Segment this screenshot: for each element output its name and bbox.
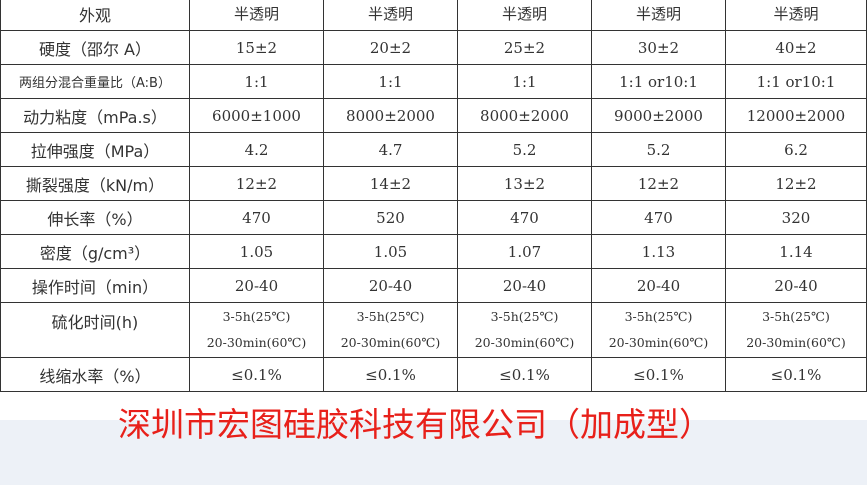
row-label: 密度（g/cm³） <box>0 234 190 269</box>
cure-time-line: 20-30min(60℃) <box>340 335 441 350</box>
row-label: 动力粘度（mPa.s） <box>0 98 190 133</box>
row-label: 操作时间（min） <box>0 268 190 303</box>
table-cell: 半透明 <box>323 0 458 31</box>
row-label: 撕裂强度（kN/m） <box>0 166 190 201</box>
cure-time-line: 3-5h(25℃) <box>624 309 693 324</box>
row-label: 硫化时间(h) <box>0 302 190 358</box>
table-cell: 470 <box>591 200 726 235</box>
row-label: 伸长率（%） <box>0 200 190 235</box>
table-cell: 3-5h(25℃) 20-30min(60℃) <box>323 302 458 358</box>
cure-time-line: 20-30min(60℃) <box>608 335 709 350</box>
table-cell: 3-5h(25℃) 20-30min(60℃) <box>591 302 726 358</box>
table-cell: ≤0.1% <box>323 357 458 392</box>
company-title: 深圳市宏图硅胶科技有限公司（加成型） <box>118 405 712 444</box>
table-row: 密度（g/cm³） 1.05 1.05 1.07 1.13 1.14 <box>0 234 867 269</box>
table-cell: 4.7 <box>323 132 458 167</box>
cure-time-line: 3-5h(25℃) <box>356 309 425 324</box>
cure-time-line: 3-5h(25℃) <box>222 309 291 324</box>
table-row: 线缩水率（%） ≤0.1% ≤0.1% ≤0.1% ≤0.1% ≤0.1% <box>0 357 867 392</box>
row-label: 线缩水率（%） <box>0 357 190 392</box>
spec-table: 外观 半透明 半透明 半透明 半透明 半透明 硬度（邵尔 A） 15±2 20±2 25±2 30±… <box>0 0 867 392</box>
table-cell: 20-40 <box>457 268 592 303</box>
table-cell: 20-40 <box>591 268 726 303</box>
table-cell: 1.05 <box>189 234 324 269</box>
table-cell: 半透明 <box>189 0 324 31</box>
table-row: 动力粘度（mPa.s） 6000±1000 8000±2000 8000±2000 90… <box>0 98 867 133</box>
table-cell: 5.2 <box>591 132 726 167</box>
table-cell: 9000±2000 <box>591 98 726 133</box>
table-cell: 14±2 <box>323 166 458 201</box>
row-label: 拉伸强度（MPa） <box>0 132 190 167</box>
table-cell: 12000±2000 <box>725 98 867 133</box>
table-cell: 13±2 <box>457 166 592 201</box>
table-cell: 1.05 <box>323 234 458 269</box>
table-cell: 半透明 <box>725 0 867 31</box>
table-row: 撕裂强度（kN/m） 12±2 14±2 13±2 12±2 12±2 <box>0 166 867 201</box>
table-cell: 半透明 <box>457 0 592 31</box>
table-cell: 1.14 <box>725 234 867 269</box>
table-row: 硫化时间(h) 3-5h(25℃) 20-30min(60℃) 3-5h(25℃) 20… <box>0 302 867 358</box>
cure-time-line: 20-30min(60℃) <box>746 335 846 350</box>
table-cell: 半透明 <box>591 0 726 31</box>
table-cell: 3-5h(25℃) 20-30min(60℃) <box>725 302 867 358</box>
table-cell: 470 <box>457 200 592 235</box>
table-cell: 12±2 <box>591 166 726 201</box>
table-row: 操作时间（min） 20-40 20-40 20-40 20-40 20-40 <box>0 268 867 303</box>
table-row: 两组分混合重量比（A:B） 1:1 1:1 1:1 1:1 or10:1 1:1 or10… <box>0 64 867 99</box>
table-cell: 20-40 <box>725 268 867 303</box>
table-cell: 25±2 <box>457 30 592 65</box>
table-cell: 1:1 or10:1 <box>725 64 867 99</box>
table-cell: ≤0.1% <box>189 357 324 392</box>
table-cell: 3-5h(25℃) 20-30min(60℃) <box>189 302 324 358</box>
table-cell: 40±2 <box>725 30 867 65</box>
cure-time-line: 20-30min(60℃) <box>206 335 307 350</box>
table-row: 硬度（邵尔 A） 15±2 20±2 25±2 30±2 40±2 <box>0 30 867 65</box>
page-background-band <box>0 420 867 485</box>
table-row: 外观 半透明 半透明 半透明 半透明 半透明 <box>0 0 867 31</box>
table-cell: 3-5h(25℃) 20-30min(60℃) <box>457 302 592 358</box>
table-cell: 1:1 <box>189 64 324 99</box>
row-label: 外观 <box>0 0 190 31</box>
table-cell: 1.13 <box>591 234 726 269</box>
table-cell: 20-40 <box>189 268 324 303</box>
table-cell: 1:1 <box>457 64 592 99</box>
row-label: 硬度（邵尔 A） <box>0 30 190 65</box>
table-cell: 8000±2000 <box>323 98 458 133</box>
cure-time-line: 3-5h(25℃) <box>490 309 559 324</box>
table-cell: 4.2 <box>189 132 324 167</box>
table-cell: 1.07 <box>457 234 592 269</box>
row-label: 两组分混合重量比（A:B） <box>0 64 190 99</box>
table-cell: 1:1 or10:1 <box>591 64 726 99</box>
table-cell: 15±2 <box>189 30 324 65</box>
table-cell: 320 <box>725 200 867 235</box>
cure-time-line: 3-5h(25℃) <box>762 309 830 324</box>
table-cell: 5.2 <box>457 132 592 167</box>
table-cell: 20±2 <box>323 30 458 65</box>
table-cell: ≤0.1% <box>591 357 726 392</box>
cure-time-line: 20-30min(60℃) <box>474 335 575 350</box>
table-cell: 520 <box>323 200 458 235</box>
table-cell: 6.2 <box>725 132 867 167</box>
table-cell: 1:1 <box>323 64 458 99</box>
table-row: 拉伸强度（MPa） 4.2 4.7 5.2 5.2 6.2 <box>0 132 867 167</box>
table-cell: 6000±1000 <box>189 98 324 133</box>
table-cell: ≤0.1% <box>457 357 592 392</box>
table-row: 伸长率（%） 470 520 470 470 320 <box>0 200 867 235</box>
table-cell: 12±2 <box>725 166 867 201</box>
table-cell: 470 <box>189 200 324 235</box>
table-cell: 12±2 <box>189 166 324 201</box>
table-cell: 8000±2000 <box>457 98 592 133</box>
table-cell: 30±2 <box>591 30 726 65</box>
table-cell: ≤0.1% <box>725 357 867 392</box>
table-cell: 20-40 <box>323 268 458 303</box>
